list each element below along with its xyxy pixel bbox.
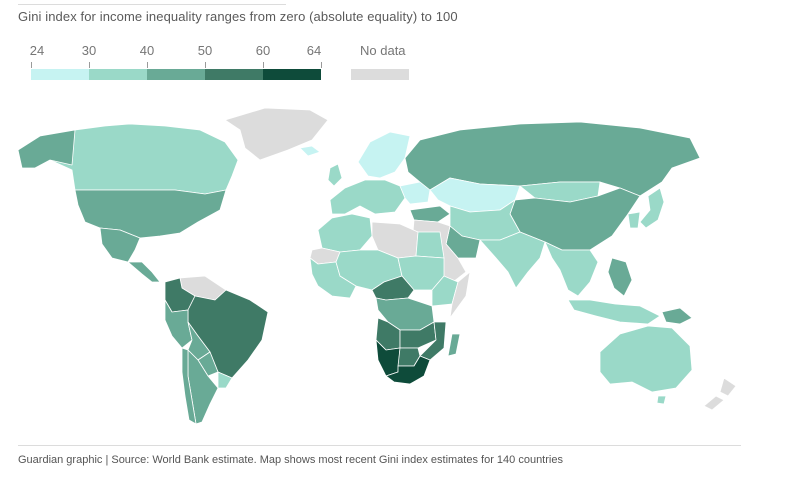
legend-tick-mark <box>205 62 206 68</box>
region-tasmania[interactable] <box>656 395 667 405</box>
source-note: Guardian graphic | Source: World Bank es… <box>18 454 563 466</box>
map-subtitle: Gini index for income inequality ranges … <box>18 9 458 24</box>
region-new-zealand[interactable] <box>703 377 737 411</box>
legend-no-data-label: No data <box>360 43 406 58</box>
region-philippines[interactable] <box>607 257 633 297</box>
legend-tick-mark <box>321 62 322 68</box>
legend-tick: 60 <box>255 43 271 58</box>
region-central-america[interactable] <box>127 261 161 283</box>
region-south-africa[interactable] <box>385 355 431 385</box>
region-indonesia[interactable] <box>567 299 661 325</box>
region-papua-new-guinea[interactable] <box>661 307 693 325</box>
legend-swatch-24-30 <box>31 69 89 80</box>
legend-tick-mark <box>89 62 90 68</box>
legend-no-data-swatch <box>351 69 409 80</box>
legend-swatch-50-60 <box>205 69 263 80</box>
legend-tick-mark <box>263 62 264 68</box>
region-western-europe[interactable] <box>329 179 406 215</box>
top-divider <box>18 0 286 5</box>
region-west-africa[interactable] <box>309 257 357 299</box>
region-australia[interactable] <box>599 325 693 393</box>
region-japan[interactable] <box>639 187 665 229</box>
legend-swatch-30-40 <box>89 69 147 80</box>
legend-tick: 50 <box>197 43 213 58</box>
region-southeast-asia[interactable] <box>544 241 599 297</box>
legend-tick: 30 <box>81 43 97 58</box>
region-somalia[interactable] <box>449 271 471 319</box>
legend-tick-mark <box>31 62 32 68</box>
world-map <box>17 107 737 425</box>
region-greenland[interactable] <box>224 107 329 161</box>
region-mexico[interactable] <box>99 227 141 263</box>
region-uruguay[interactable] <box>217 371 233 389</box>
legend-swatch-60-64 <box>263 69 321 80</box>
legend-tick: 40 <box>139 43 155 58</box>
bottom-divider <box>18 445 741 446</box>
region-egypt[interactable] <box>415 231 445 259</box>
region-iceland[interactable] <box>299 145 321 157</box>
region-united-kingdom[interactable] <box>327 163 343 187</box>
region-scandinavia[interactable] <box>357 131 411 179</box>
region-india[interactable] <box>479 231 546 289</box>
legend-tick: 24 <box>29 43 45 58</box>
region-korea[interactable] <box>627 211 641 229</box>
region-north-africa[interactable] <box>317 213 373 253</box>
region-united-states[interactable] <box>74 189 227 239</box>
legend: 24 30 40 50 60 64 No data <box>0 0 800 90</box>
legend-tick: 64 <box>306 43 322 58</box>
region-turkey[interactable] <box>409 205 451 223</box>
legend-tick-mark <box>147 62 148 68</box>
region-chile[interactable] <box>181 347 197 425</box>
legend-swatch-40-50 <box>147 69 205 80</box>
region-alaska[interactable] <box>17 129 76 169</box>
region-madagascar[interactable] <box>447 333 461 357</box>
